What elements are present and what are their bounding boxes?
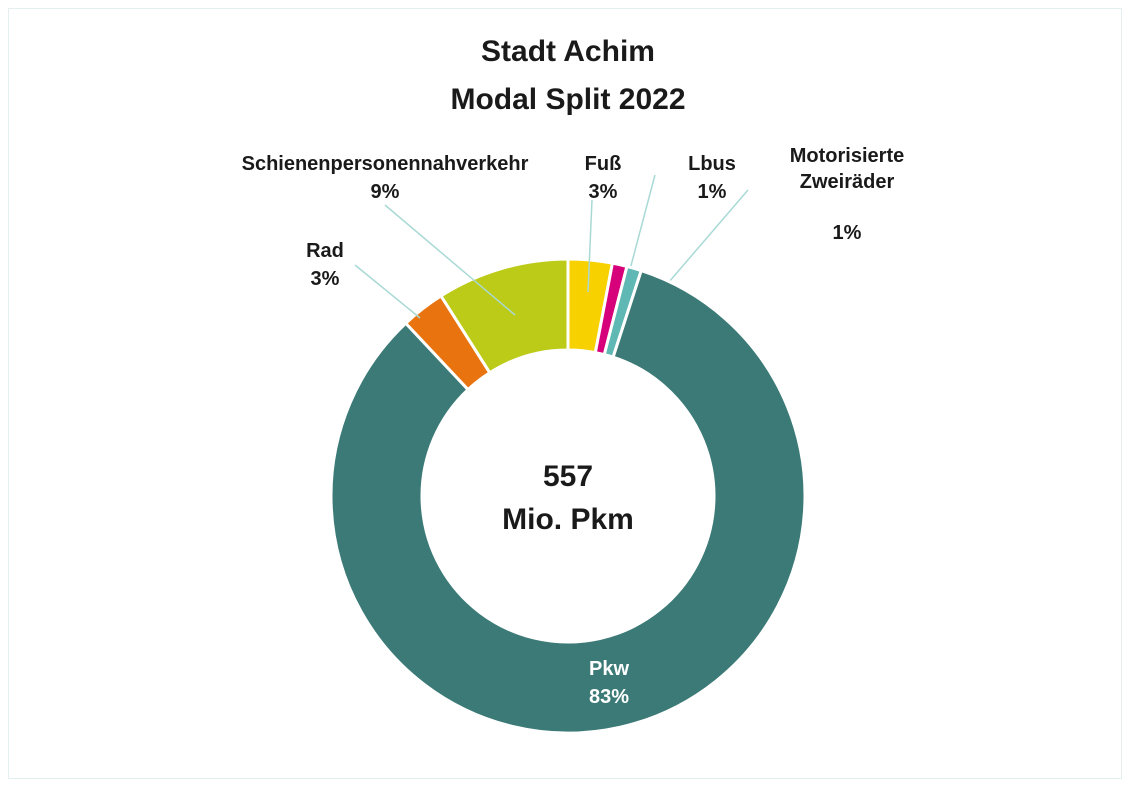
- slice-value: 1%: [697, 181, 727, 203]
- slice-label: Fuß: [584, 153, 622, 175]
- slice-label: Rad: [306, 240, 344, 262]
- center-label: Mio. Pkm: [502, 503, 634, 536]
- frame: [8, 8, 1122, 779]
- chart-subtitle: Modal Split 2022: [450, 83, 686, 116]
- slice-value: 3%: [310, 268, 340, 290]
- slice-label: Motorisierte Zweiräder: [789, 145, 905, 193]
- center-value: 557: [542, 460, 594, 493]
- slice-label: Pkw: [588, 658, 630, 680]
- chart-title: Stadt Achim: [481, 35, 655, 68]
- leader-line: [384, 204, 516, 316]
- leader-line: [587, 199, 593, 293]
- slice-value: 3%: [588, 181, 618, 203]
- slice-label: Lbus: [688, 153, 736, 175]
- slice-label: Schienenpersonennahverkehr: [241, 153, 529, 175]
- slice-value: 1%: [832, 222, 862, 244]
- leader-line: [354, 264, 421, 319]
- slice-value: 83%: [588, 686, 630, 708]
- donut-slice: [329, 268, 807, 735]
- donut-slice: [438, 257, 570, 375]
- slice-value: 9%: [370, 181, 400, 203]
